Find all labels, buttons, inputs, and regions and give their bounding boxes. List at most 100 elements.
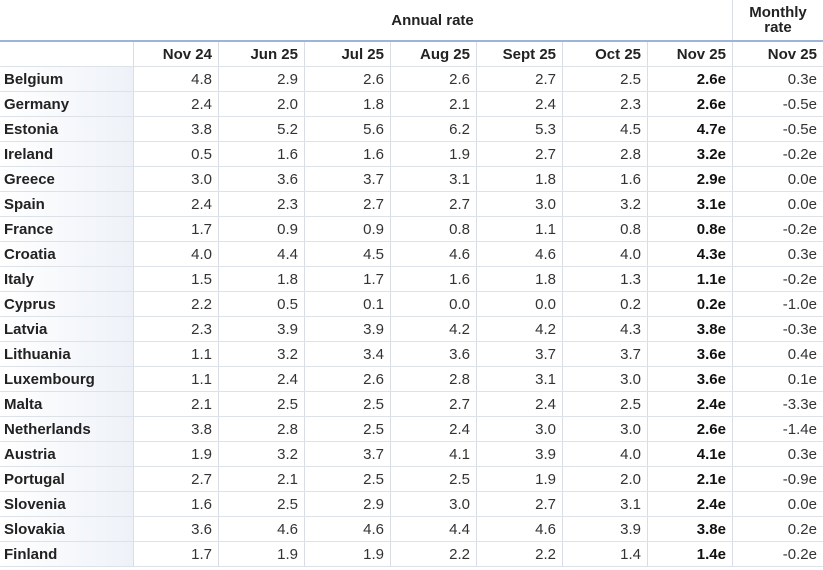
cell-value: 1.1 (133, 367, 218, 391)
cell-value: 2.4 (133, 92, 218, 116)
country-name: Spain (0, 192, 133, 216)
cell-value: 2.6e (647, 67, 732, 91)
cell-value: 5.6 (304, 117, 390, 141)
cell-value: 1.9 (133, 442, 218, 466)
cell-value: 0.3e (732, 67, 823, 91)
cell-value: 1.8 (304, 92, 390, 116)
cell-value: 2.5 (304, 467, 390, 491)
cell-value: 2.9e (647, 167, 732, 191)
cell-value: 2.9 (304, 492, 390, 516)
cell-value: 0.2e (732, 517, 823, 541)
cell-value: 0.9 (218, 217, 304, 241)
row-divider (0, 241, 823, 242)
cell-value: 2.4 (390, 417, 476, 441)
cell-value: 3.9 (562, 517, 647, 541)
cell-value: 2.7 (476, 67, 562, 91)
cell-value: -0.3e (732, 317, 823, 341)
cell-value: 4.6 (476, 242, 562, 266)
cell-value: -0.2e (732, 267, 823, 291)
group-header: Monthly rate (732, 0, 823, 40)
cell-value: 2.5 (304, 417, 390, 441)
cell-value: 0.5 (218, 292, 304, 316)
cell-value: 0.0 (390, 292, 476, 316)
cell-value: 3.1 (476, 367, 562, 391)
cell-value: 4.0 (133, 242, 218, 266)
cell-value: 5.2 (218, 117, 304, 141)
cell-value: 1.3 (562, 267, 647, 291)
cell-value: 1.7 (304, 267, 390, 291)
row-divider (0, 391, 823, 392)
cell-value: 1.9 (390, 142, 476, 166)
cell-value: 2.4 (476, 92, 562, 116)
cell-value: 4.5 (304, 242, 390, 266)
cell-value: -0.2e (732, 217, 823, 241)
row-divider (0, 116, 823, 117)
cell-value: 2.9 (218, 67, 304, 91)
cell-value: 3.6 (390, 342, 476, 366)
cell-value: 2.1 (218, 467, 304, 491)
cell-value: 2.8 (562, 142, 647, 166)
cell-value: 2.5 (218, 492, 304, 516)
cell-value: 3.7 (304, 442, 390, 466)
cell-value: 0.5 (133, 142, 218, 166)
cell-value: 2.7 (476, 492, 562, 516)
cell-value: 2.3 (562, 92, 647, 116)
cell-value: 2.7 (390, 192, 476, 216)
cell-value: 1.8 (476, 267, 562, 291)
cell-value: 2.0 (218, 92, 304, 116)
cell-value: 1.8 (218, 267, 304, 291)
cell-value: 2.5 (562, 67, 647, 91)
column-header: Sept 25 (476, 42, 562, 66)
country-name: Luxembourg (0, 367, 133, 391)
cell-value: 4.3 (562, 317, 647, 341)
cell-value: 3.6 (133, 517, 218, 541)
cell-value: 2.7 (133, 467, 218, 491)
row-divider (0, 491, 823, 492)
row-divider (0, 141, 823, 142)
cell-value: -0.2e (732, 142, 823, 166)
country-name: Belgium (0, 67, 133, 91)
cell-value: 1.1 (133, 342, 218, 366)
cell-value: -0.5e (732, 117, 823, 141)
cell-value: 1.7 (133, 542, 218, 566)
country-name: Malta (0, 392, 133, 416)
cell-value: 1.1 (476, 217, 562, 241)
cell-value: 4.6 (304, 517, 390, 541)
cell-value: 0.2e (647, 292, 732, 316)
cell-value: 2.4e (647, 392, 732, 416)
row-divider (0, 91, 823, 92)
cell-value: 4.0 (562, 242, 647, 266)
cell-value: 4.2 (390, 317, 476, 341)
column-header: Aug 25 (390, 42, 476, 66)
cell-value: 3.1e (647, 192, 732, 216)
cell-value: 0.9 (304, 217, 390, 241)
country-name: Croatia (0, 242, 133, 266)
cell-value: 0.1e (732, 367, 823, 391)
country-name: Italy (0, 267, 133, 291)
row-divider (0, 341, 823, 342)
cell-value: 3.1 (390, 167, 476, 191)
cell-value: 0.8e (647, 217, 732, 241)
row-divider (0, 291, 823, 292)
cell-value: 0.2 (562, 292, 647, 316)
cell-value: 3.0 (562, 417, 647, 441)
column-header: Nov 24 (133, 42, 218, 66)
cell-value: 6.2 (390, 117, 476, 141)
country-name: Latvia (0, 317, 133, 341)
cell-value: 1.9 (218, 542, 304, 566)
cell-value: 3.9 (304, 317, 390, 341)
country-name: Cyprus (0, 292, 133, 316)
cell-value: 2.2 (133, 292, 218, 316)
country-name: Estonia (0, 117, 133, 141)
cell-value: 2.4e (647, 492, 732, 516)
cell-value: 2.4 (218, 367, 304, 391)
cell-value: 2.7 (304, 192, 390, 216)
cell-value: 4.6 (476, 517, 562, 541)
cell-value: 4.1 (390, 442, 476, 466)
cell-value: 1.4e (647, 542, 732, 566)
cell-value: -1.0e (732, 292, 823, 316)
country-name: Austria (0, 442, 133, 466)
cell-value: 2.5 (304, 392, 390, 416)
cell-value: 3.8 (133, 117, 218, 141)
cell-value: 3.8e (647, 317, 732, 341)
